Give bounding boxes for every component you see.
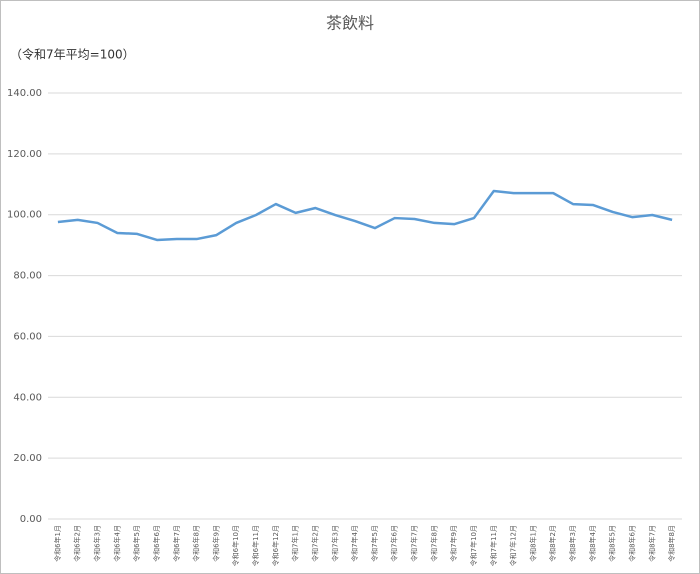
x-tick-label: 令和8年2月 — [548, 525, 557, 562]
x-tick-label: 令和6年10月 — [231, 525, 240, 566]
x-tick-label: 令和8年7月 — [647, 525, 656, 562]
x-tick-label: 令和8年8月 — [667, 525, 676, 562]
x-tick-label: 令和7年12月 — [509, 525, 518, 566]
y-tick-label: 0.00 — [20, 514, 42, 525]
x-tick-label: 令和7年9月 — [449, 525, 458, 562]
y-tick-label: 140.00 — [7, 88, 42, 99]
x-tick-label: 令和7年1月 — [291, 525, 300, 562]
x-tick-label: 令和7年2月 — [310, 525, 319, 562]
x-tick-label: 令和8年1月 — [528, 525, 537, 562]
y-tick-label: 120.00 — [7, 149, 42, 160]
chart-title: 茶飲料 — [326, 14, 374, 33]
x-tick-label: 令和6年6月 — [152, 525, 161, 562]
x-tick-label: 令和8年6月 — [627, 525, 636, 562]
x-tick-label: 令和6年12月 — [271, 525, 280, 566]
x-tick-label: 令和8年3月 — [568, 525, 577, 562]
y-tick-label: 20.00 — [13, 453, 42, 464]
x-tick-label: 令和6年11月 — [251, 525, 260, 566]
x-tick-label: 令和6年5月 — [132, 525, 141, 562]
y-tick-label: 60.00 — [13, 331, 42, 342]
x-tick-label: 令和6年1月 — [53, 525, 62, 562]
x-tick-label: 令和7年3月 — [330, 525, 339, 562]
y-tick-label: 80.00 — [13, 271, 42, 282]
x-tick-label: 令和7年8月 — [429, 525, 438, 562]
x-tick-label: 令和7年7月 — [410, 525, 419, 562]
data-line — [57, 189, 673, 242]
x-tick-label: 令和6年9月 — [211, 525, 220, 562]
x-tick-label: 令和7年6月 — [390, 525, 399, 562]
y-tick-label: 40.00 — [13, 392, 42, 403]
y-tick-label: 100.00 — [7, 210, 42, 221]
x-tick-label: 令和6年8月 — [192, 525, 201, 562]
x-tick-label: 令和8年5月 — [608, 525, 617, 562]
x-tick-label: 令和7年4月 — [350, 525, 359, 562]
x-tick-label: 令和6年2月 — [73, 525, 82, 562]
chart-subtitle: （令和7年平均=100） — [10, 47, 135, 62]
x-tick-label: 令和6年7月 — [172, 525, 181, 562]
x-tick-label: 令和7年11月 — [489, 525, 498, 566]
x-tick-label: 令和7年10月 — [469, 525, 478, 566]
x-tick-label: 令和6年3月 — [93, 525, 102, 562]
x-tick-label: 令和6年4月 — [112, 525, 121, 562]
x-tick-label: 令和8年4月 — [588, 525, 597, 562]
x-tick-label: 令和7年5月 — [370, 525, 379, 562]
